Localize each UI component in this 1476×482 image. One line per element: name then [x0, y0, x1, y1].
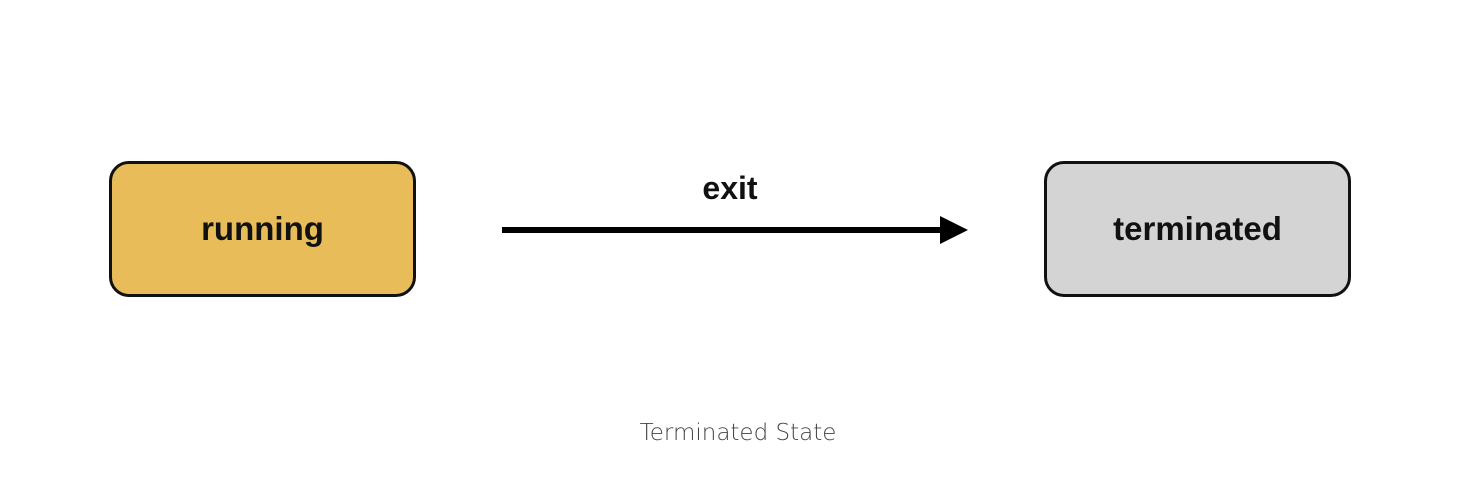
state-running: running [109, 161, 416, 297]
transition-label: exit [702, 170, 758, 206]
diagram-caption: Terminated State [639, 420, 837, 446]
state-terminated: terminated [1044, 161, 1351, 297]
state-terminated-label: terminated [1113, 210, 1282, 247]
state-running-label: running [201, 210, 324, 247]
transition-arrow-head [940, 216, 968, 244]
